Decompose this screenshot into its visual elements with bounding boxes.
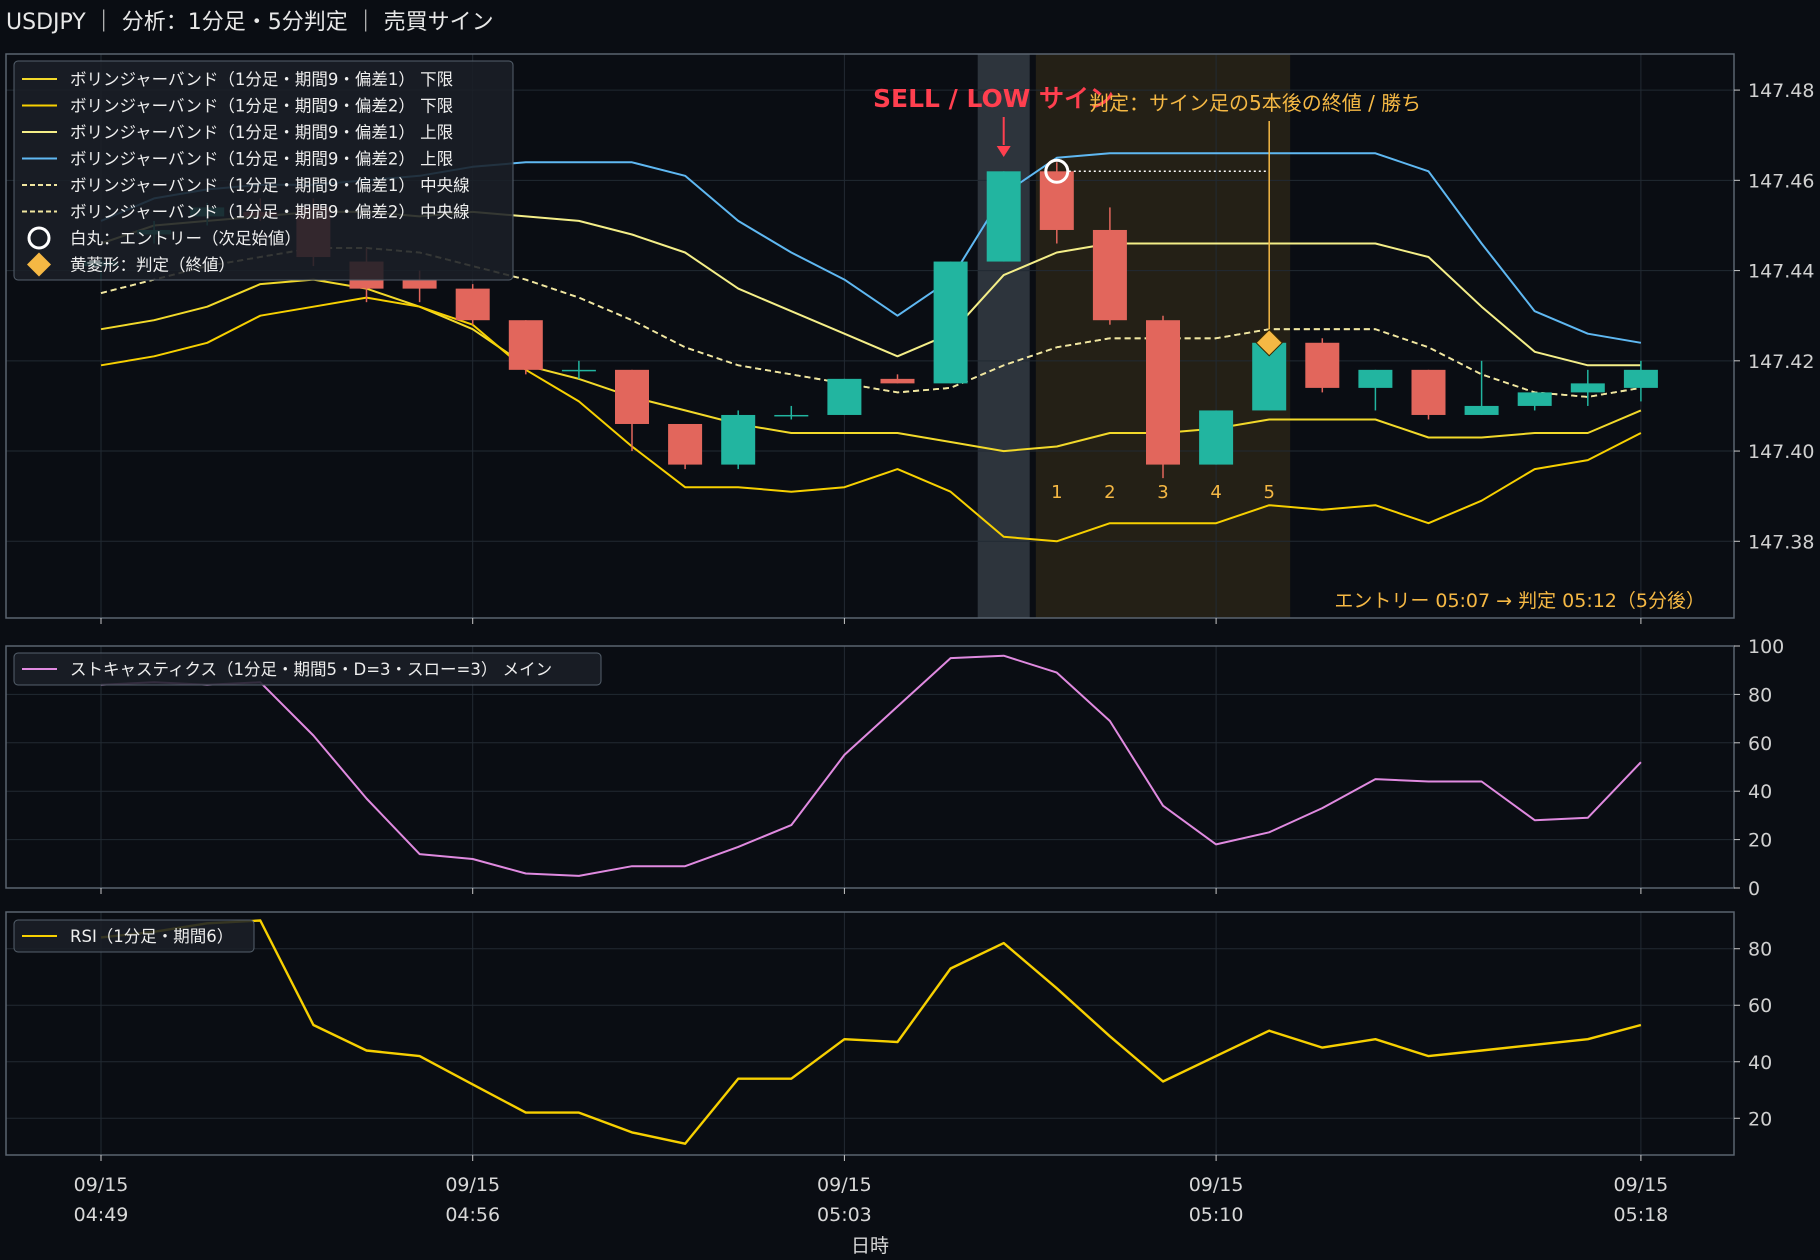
y-tick-label: 147.44 [1748, 261, 1814, 283]
rsi-panel [100, 919, 1642, 1145]
candle-count-label: 1 [1051, 482, 1062, 503]
candle-count-label: 4 [1210, 482, 1221, 503]
candle-body [1092, 229, 1127, 321]
legend-entry-marker [27, 226, 51, 250]
y-tick-label: 80 [1748, 939, 1772, 961]
legend-entry: RSI（1分足・期間6） [70, 927, 233, 946]
entry-marker [1044, 158, 1070, 184]
price-legend [13, 60, 514, 281]
x-tick-time: 04:56 [445, 1204, 500, 1226]
sell-arrow-head [996, 146, 1011, 157]
candle-body [1570, 383, 1605, 393]
candle-body [1039, 171, 1074, 230]
y-tick-label: 147.42 [1748, 351, 1814, 373]
candle-body [721, 414, 756, 465]
candle-body [986, 171, 1021, 262]
candle-count-label: 3 [1157, 482, 1168, 503]
x-tick-time: 05:18 [1614, 1204, 1669, 1226]
y-tick-label: 100 [1748, 636, 1784, 658]
candle-body [561, 369, 596, 372]
candle-count-label: 2 [1104, 482, 1115, 503]
y-tick-label: 20 [1748, 1108, 1772, 1130]
legend-entry: ボリンジャーバンド（1分足・期間9・偏差1） 下限 [70, 70, 453, 89]
y-tick-label: 147.38 [1748, 531, 1814, 553]
rsi-line [100, 919, 1642, 1145]
x-tick-time: 05:03 [817, 1204, 872, 1226]
panel-frames [5, 53, 1735, 1156]
legend-entry: ボリンジャーバンド（1分足・期間9・偏差2） 下限 [70, 97, 453, 116]
candle-body [1411, 369, 1446, 415]
legend-entry: 白丸：エントリー（次足始値） [70, 229, 301, 248]
legend-entry: ボリンジャーバンド（1分足・期間9・偏差1） 中央線 [70, 176, 470, 195]
y-tick-label: 147.48 [1748, 80, 1814, 102]
x-tick-date: 09/15 [1189, 1174, 1244, 1196]
highlight-zones [977, 54, 1291, 618]
y-tick-label: 20 [1748, 830, 1772, 852]
panel-frame-stoch [5, 645, 1735, 889]
y-tick-label: 40 [1748, 781, 1772, 803]
candle-body [615, 369, 649, 424]
y-tick-label: 60 [1748, 733, 1772, 755]
judge-marker [1255, 329, 1283, 357]
entry-judge-footer: エントリー 05:07 → 判定 05:12（5分後） [1334, 590, 1705, 612]
stochastics-panel [100, 654, 1642, 877]
y-tick-label: 147.46 [1748, 170, 1814, 192]
x-tick-date: 09/15 [817, 1174, 872, 1196]
stochastics-legend [13, 652, 602, 686]
candle-body [455, 288, 490, 321]
x-tick-time: 05:10 [1189, 1204, 1244, 1226]
rsi-legend [13, 919, 255, 953]
x-tick-date: 09/15 [74, 1174, 129, 1196]
judge-label: 判定：サイン足の5本後の終値 / 勝ち [1089, 91, 1421, 115]
candle-body [1623, 369, 1658, 388]
candle-body [880, 378, 915, 384]
y-tick-label: 40 [1748, 1052, 1772, 1074]
legend-entry: ボリンジャーバンド（1分足・期間9・偏差2） 中央線 [70, 203, 470, 222]
legend-entry: ボリンジャーバンド（1分足・期間9・偏差1） 上限 [70, 123, 453, 142]
x-tick-date: 09/15 [445, 1174, 500, 1196]
candle-body [827, 378, 862, 415]
legend-entry: ストキャスティクス（1分足・期間5・D=3・スロー=3） メイン [70, 660, 552, 679]
candle-body [1305, 342, 1340, 388]
candle-body [933, 261, 968, 384]
candle-body [508, 320, 543, 370]
candle-body [1199, 410, 1234, 465]
sell-signal-label: SELL / LOW サイン [873, 84, 1114, 113]
legend-entry: 黄菱形：判定（終値） [70, 256, 235, 275]
candle-body [774, 414, 809, 417]
stochastics-line [100, 654, 1642, 877]
price-panel [84, 152, 1658, 543]
x-tick-time: 04:49 [74, 1204, 129, 1226]
band-line-2 [100, 296, 1642, 543]
candle-body [402, 279, 437, 289]
candle-body [1464, 405, 1499, 415]
band-line-1 [100, 278, 1642, 453]
candle-body [1517, 392, 1552, 406]
candle-body [668, 423, 703, 465]
candle-body [1146, 320, 1180, 465]
candle-count-label: 5 [1263, 482, 1274, 503]
legend-entry: ボリンジャーバンド（1分足・期間9・偏差2） 上限 [70, 150, 453, 169]
x-axis-label: 日時 [851, 1235, 889, 1257]
legends: ボリンジャーバンド（1分足・期間9・偏差1） 下限ボリンジャーバンド（1分足・期… [13, 60, 602, 953]
panel-frame-rsi [5, 911, 1735, 1156]
candle-body [1358, 369, 1393, 388]
page-title: USDJPY ｜ 分析：1分足・5分判定 ｜ 売買サイン [6, 10, 494, 35]
y-tick-label: 0 [1748, 878, 1760, 900]
y-tick-label: 147.40 [1748, 441, 1814, 463]
panel-frame-price [5, 53, 1735, 619]
axis-labels: 147.38147.40147.42147.44147.46147.480204… [74, 80, 1815, 1257]
legend-judge-marker [27, 252, 51, 277]
y-tick-label: 80 [1748, 684, 1772, 706]
x-tick-date: 09/15 [1614, 1174, 1669, 1196]
y-tick-label: 60 [1748, 995, 1772, 1017]
